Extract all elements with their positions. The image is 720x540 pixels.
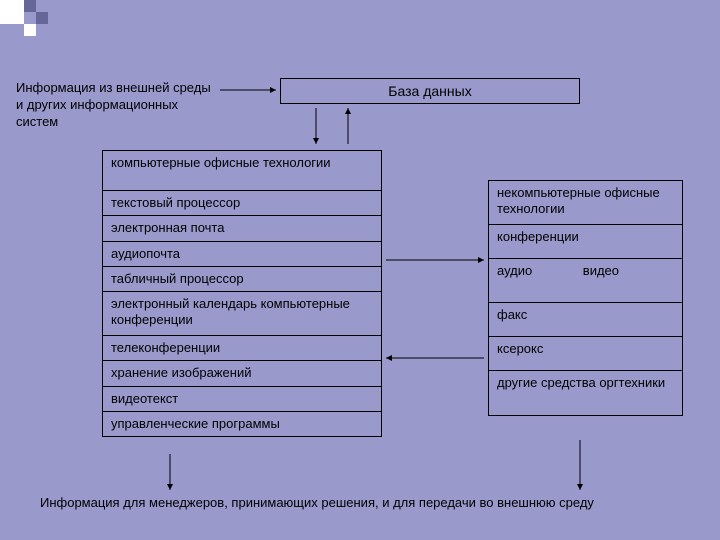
left-table-row: видеотекст <box>103 387 381 412</box>
left-table-row: управленческие программы <box>103 412 381 436</box>
external-info-label: Информация из внешней среды и других инф… <box>16 80 216 131</box>
right-table-row: другие средства оргтехники <box>489 371 682 415</box>
left-table-row: аудиопочта <box>103 242 381 267</box>
left-table-row: хранение изображений <box>103 361 381 386</box>
managers-info-label: Информация для менеджеров, принимающих р… <box>40 495 660 512</box>
right-table-row: конференции <box>489 225 682 259</box>
left-table-row: электронный календарь компьютерные конфе… <box>103 292 381 336</box>
corner-decoration <box>0 0 80 48</box>
database-box: База данных <box>280 78 580 104</box>
computer-technologies-table: компьютерные офисные технологиитекстовый… <box>102 150 382 437</box>
left-table-row: табличный процессор <box>103 267 381 292</box>
left-table-row: текстовый процессор <box>103 191 381 216</box>
left-table-header: компьютерные офисные технологии <box>103 151 381 191</box>
noncomputer-technologies-table: некомпьютерные офисные технологииконфере… <box>488 180 683 416</box>
left-table-row: электронная почта <box>103 216 381 241</box>
left-table-row: телеконференции <box>103 336 381 361</box>
right-table-header: некомпьютерные офисные технологии <box>489 181 682 225</box>
right-table-row: ксерокс <box>489 337 682 371</box>
right-table-row: аудио видео <box>489 259 682 303</box>
right-table-row: факс <box>489 303 682 337</box>
